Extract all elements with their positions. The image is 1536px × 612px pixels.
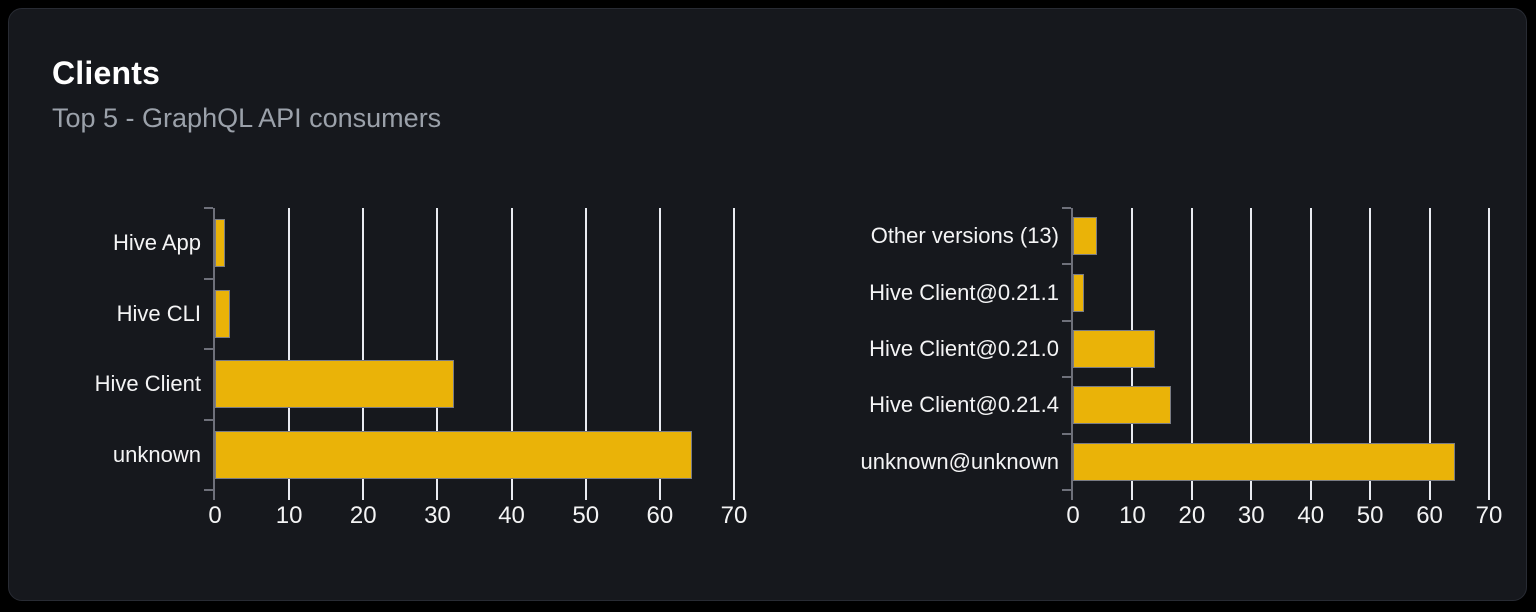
x-tick-label: 40 (1297, 502, 1325, 529)
x-tick-label: 40 (498, 502, 525, 529)
clients-by-version-chart: 0 10 20 30 40 50 60 70 Other versions (13) Hive C… (861, 207, 1502, 529)
y-tick (1062, 263, 1071, 265)
x-tick-label: 60 (646, 502, 674, 529)
y-tick (204, 348, 213, 350)
x-tick-label: 50 (1356, 502, 1384, 529)
gridline (362, 208, 365, 500)
gridline (1428, 208, 1431, 500)
bar (1073, 330, 1155, 368)
category-label: Other versions (13) (870, 223, 1059, 249)
gridline (1488, 208, 1490, 500)
gridline (510, 208, 513, 500)
x-tick-label: 30 (1237, 502, 1265, 529)
gridline (436, 208, 439, 500)
y-axis (213, 208, 215, 500)
y-tick (204, 278, 213, 280)
x-tick-label: 70 (1475, 502, 1503, 529)
y-tick (204, 489, 213, 491)
x-tick-label: 10 (1119, 502, 1146, 529)
category-label: Hive Client@0.21.0 (869, 336, 1059, 361)
x-tick-label: 0 (208, 502, 222, 529)
card-subtitle: Top 5 - GraphQL API consumers (52, 103, 442, 133)
gridline (1369, 208, 1372, 500)
y-tick (1062, 489, 1071, 491)
category-label: Hive Client (94, 371, 201, 397)
category-label: Hive CLI (116, 300, 201, 326)
y-tick (1062, 320, 1071, 322)
category-label: Hive App (112, 230, 201, 256)
x-tick-label: 10 (275, 502, 303, 529)
y-tick (204, 419, 213, 421)
y-tick (204, 207, 213, 209)
bar (1073, 273, 1084, 312)
category-label: Hive Client@0.21.1 (869, 279, 1059, 305)
gridline (733, 208, 735, 500)
x-tick-label: 70 (720, 502, 748, 529)
gridline (1309, 208, 1312, 500)
y-tick (1062, 207, 1071, 209)
bar (215, 289, 230, 338)
x-tick-label: 30 (424, 502, 451, 529)
category-label: unknown@unknown (860, 448, 1059, 474)
y-axis (1071, 208, 1073, 500)
x-tick-label: 60 (1416, 502, 1443, 529)
category-label: unknown (112, 441, 201, 467)
gridline (288, 208, 291, 500)
x-tick-label: 50 (572, 502, 600, 529)
clients-by-name-chart: 0 10 20 30 40 50 60 70 Hive App Hive CLI Hive Clie… (95, 207, 747, 529)
x-tick-label: 20 (349, 502, 377, 529)
gridline (584, 208, 587, 500)
bar (1073, 386, 1171, 425)
bar (1073, 217, 1097, 256)
gridline (658, 208, 661, 500)
x-tick-label: 20 (1178, 502, 1206, 529)
x-tick-label: 0 (1066, 502, 1080, 529)
bar (215, 219, 225, 268)
card-title: Clients (52, 55, 161, 91)
bar (215, 430, 692, 479)
category-label: Hive Client@0.21.4 (869, 392, 1059, 418)
bar (215, 360, 454, 409)
y-tick (1062, 376, 1071, 378)
gridline (1250, 208, 1253, 500)
y-tick (1062, 433, 1071, 435)
bar (1073, 442, 1455, 481)
gridline (1190, 208, 1193, 500)
clients-card: Clients Top 5 - GraphQL API consumers (8, 8, 1527, 601)
